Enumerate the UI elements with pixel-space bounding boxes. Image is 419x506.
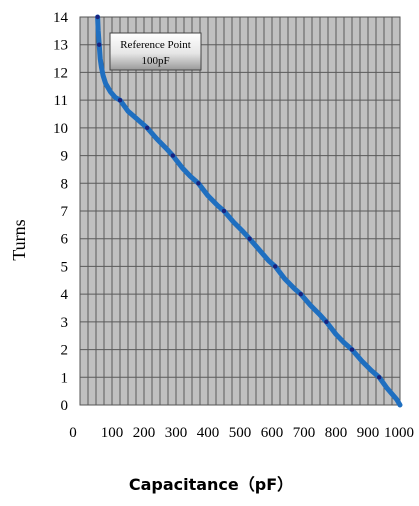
y-tick-label: 7 <box>61 204 69 220</box>
data-point <box>247 236 252 241</box>
y-tick-label: 3 <box>61 315 69 331</box>
markers-group <box>95 14 382 380</box>
y-tick-label: 0 <box>61 398 69 414</box>
x-tick-labels: 0 100 200 300 400 500 600 700 800 900 1000 <box>69 425 414 441</box>
y-tick-label: 6 <box>61 232 69 248</box>
data-point <box>377 375 382 380</box>
x-tick-label: 1000 <box>384 425 414 441</box>
data-point <box>273 264 278 269</box>
data-point <box>196 181 201 186</box>
y-tick-label: 14 <box>53 10 69 26</box>
y-tick-label: 2 <box>61 343 69 359</box>
y-tick-label: 12 <box>53 65 68 81</box>
data-point <box>95 14 100 20</box>
x-tick-label: 500 <box>229 425 252 441</box>
plot-border <box>79 16 401 406</box>
y-tick-label: 11 <box>54 93 68 109</box>
x-tick-label: 100 <box>101 425 124 441</box>
data-point <box>324 319 329 325</box>
x-tick-label: 700 <box>293 425 316 441</box>
y-tick-label: 9 <box>61 149 69 165</box>
data-point <box>298 291 303 297</box>
data-point <box>117 97 123 103</box>
y-tick-label: 4 <box>61 287 69 303</box>
x-tick-label: 0 <box>69 425 77 441</box>
y-tick-label: 1 <box>61 370 69 386</box>
data-point <box>170 153 175 158</box>
x-tick-label: 300 <box>165 425 188 441</box>
data-point <box>349 347 355 352</box>
x-tick-label: 900 <box>357 425 380 441</box>
annotation-box: Reference Point 100pF <box>109 32 202 71</box>
x-tick-label: 200 <box>133 425 156 441</box>
y-tick-label: 10 <box>53 121 68 137</box>
x-axis-label: Capacitance（pF） <box>129 475 293 494</box>
x-tick-label: 400 <box>197 425 220 441</box>
x-tick-label: 800 <box>325 425 348 441</box>
grid-lines <box>79 16 401 406</box>
y-tick-label: 8 <box>61 176 69 192</box>
data-point <box>221 208 227 214</box>
y-tick-label: 13 <box>53 38 68 54</box>
y-axis-label: Turns <box>9 219 29 260</box>
annotation-line-1: Reference Point <box>120 39 191 51</box>
y-tick-label: 5 <box>61 259 69 275</box>
data-point <box>97 42 102 47</box>
annotation-line-2: 100pF <box>141 55 169 67</box>
x-tick-label: 600 <box>261 425 284 441</box>
data-point <box>145 125 150 131</box>
